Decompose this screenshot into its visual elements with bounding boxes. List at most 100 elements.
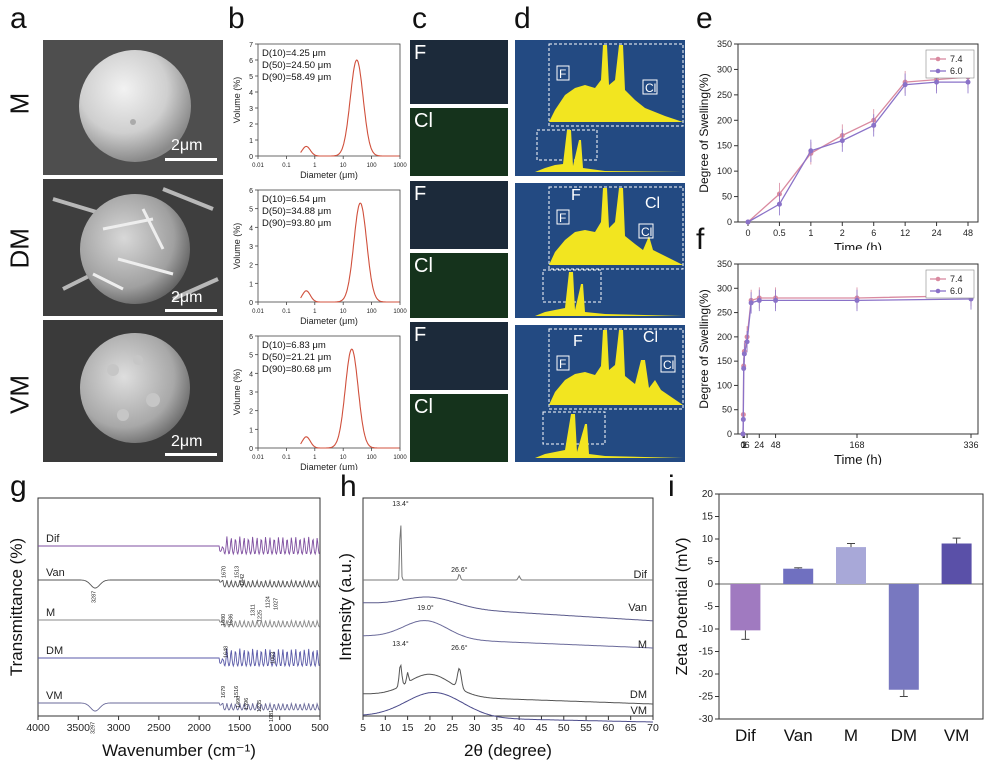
y-tick-label: 100 — [717, 166, 732, 176]
series-line-Van — [38, 578, 320, 589]
y-tick-label: 150 — [717, 356, 732, 366]
y-tick-label: 0 — [707, 579, 713, 590]
x-tick-label: 60 — [603, 722, 615, 734]
x-tick-label: 48 — [963, 228, 973, 238]
y-tick-label: 250 — [717, 308, 732, 318]
psd-frame — [257, 43, 401, 157]
psd-xtick-label: 100 — [367, 163, 378, 169]
peak-annotation: 1490 — [236, 696, 242, 708]
panel-letter-a: a — [10, 2, 27, 35]
psd-d10: D(10)=6.54 μm — [262, 194, 326, 205]
peak-annotation: 1670 — [222, 566, 228, 578]
peak-annotation: 1648 — [224, 646, 230, 658]
series-line — [742, 298, 972, 435]
x-tick-label: 12 — [900, 228, 910, 238]
x-tick-label: 10 — [379, 722, 391, 734]
series-line-VM — [363, 692, 653, 723]
psd-d50: D(50)=34.88 μm — [262, 206, 331, 217]
psd-ytick-label: 2 — [249, 122, 253, 129]
psd-xtick-label: 0.1 — [282, 163, 291, 169]
x-tick-label: Van — [784, 726, 813, 745]
scale-label: 2μm — [171, 433, 203, 450]
psd-xtick-label: 0.01 — [252, 163, 264, 169]
psd-d10: D(10)=4.25 μm — [262, 48, 326, 59]
legend-marker — [935, 68, 941, 74]
x-tick-label: 1500 — [228, 722, 252, 734]
panel-letter-i: i — [668, 470, 675, 503]
y-tick-label: 50 — [722, 192, 732, 202]
map-label: Cl — [414, 396, 433, 418]
row-label-m: M — [4, 92, 35, 115]
legend — [925, 49, 975, 79]
legend-marker — [935, 276, 941, 282]
psd-xtick-label: 1000 — [393, 455, 407, 461]
psd-ytick-label: 4 — [249, 90, 253, 97]
psd-ytick-label: 4 — [249, 371, 253, 378]
psd-ytick-label: 4 — [249, 225, 253, 232]
y-tick-label: 300 — [717, 64, 732, 74]
peak-annotation: 13.4° — [392, 500, 409, 508]
psd-ytick-label: 2 — [249, 409, 253, 416]
y-tick-label: 200 — [717, 332, 732, 342]
psd-xtick-label: 1 — [313, 309, 317, 315]
x-tick-label: 2 — [840, 228, 845, 238]
panel-letter-g: g — [10, 470, 27, 503]
psd-ytick-label: 5 — [249, 74, 253, 81]
scale-bar — [165, 309, 217, 312]
data-point — [854, 297, 860, 303]
chart-frame — [718, 493, 984, 720]
data-point — [871, 122, 877, 128]
peak-annotation: 26.6° — [451, 644, 468, 652]
zeta-chart: -30 -25 -20 -15 -10 -5 0 5 10 15 20 Zeta Potential … — [674, 489, 984, 745]
y-tick-label: -25 — [699, 692, 714, 703]
psd-xtick-label: 0.1 — [282, 309, 291, 315]
scale-label: 2μm — [171, 137, 203, 154]
y-tick-label: 50 — [722, 405, 732, 415]
panel-letter-b: b — [228, 2, 245, 35]
psd-d90: D(90)=80.68 μm — [262, 364, 331, 375]
peak-annotation: 19.0° — [417, 604, 434, 612]
peak-annotation: 1679 — [221, 686, 227, 698]
chart-frame — [362, 497, 654, 717]
psd-curve — [300, 202, 400, 303]
bar-M — [836, 547, 866, 584]
y-tick-label: -5 — [704, 602, 713, 613]
xrd-chart: 5 10 15 20 25 30 35 40 45 50 55 60 65 70 2θ (degree) In… — [336, 497, 659, 760]
series-line — [747, 81, 968, 223]
bar-DM — [888, 584, 919, 690]
eds-peak-label: F — [571, 187, 581, 204]
panel-letter-f: f — [696, 223, 705, 256]
eds-peak-label: F — [559, 211, 566, 225]
y-axis-label: Transmittance (%) — [7, 538, 26, 676]
psd-xtick-label: 1000 — [393, 163, 407, 169]
x-tick-label: 24 — [754, 440, 764, 450]
y-tick-label: 350 — [717, 39, 732, 49]
psd-xtick-label: 10 — [340, 455, 347, 461]
y-tick-label: 350 — [717, 259, 732, 269]
y-tick-label: -20 — [699, 669, 714, 680]
data-point — [740, 416, 746, 422]
psd-ylabel: Volume (%) — [232, 77, 242, 124]
eds-peak-label: F — [559, 357, 566, 371]
sem-image-m: 2μm — [43, 40, 223, 175]
legend-label: 7.4 — [950, 274, 963, 284]
data-point — [756, 297, 762, 303]
x-tick-label: 70 — [647, 722, 659, 734]
y-tick-label: 250 — [717, 90, 732, 100]
series-label: DM — [46, 645, 63, 657]
series-line — [747, 76, 969, 223]
legend-label: 6.0 — [950, 286, 963, 296]
y-tick-label: 10 — [702, 534, 714, 545]
x-tick-label: 65 — [625, 722, 637, 734]
series-6.0 — [740, 288, 974, 437]
peak-annotation: 1396 — [244, 698, 250, 710]
peak-annotation: 13.4° — [392, 640, 409, 648]
series-line-DM — [363, 663, 653, 705]
psd-ylabel: Volume (%) — [232, 369, 242, 416]
eds-map-dm-cl: Cl — [410, 253, 508, 318]
x-tick-label: 336 — [963, 440, 978, 450]
psd-xtick-label: 0.1 — [282, 455, 291, 461]
y-tick-label: 5 — [707, 557, 713, 568]
eds-peak-label: Cl — [643, 329, 658, 346]
